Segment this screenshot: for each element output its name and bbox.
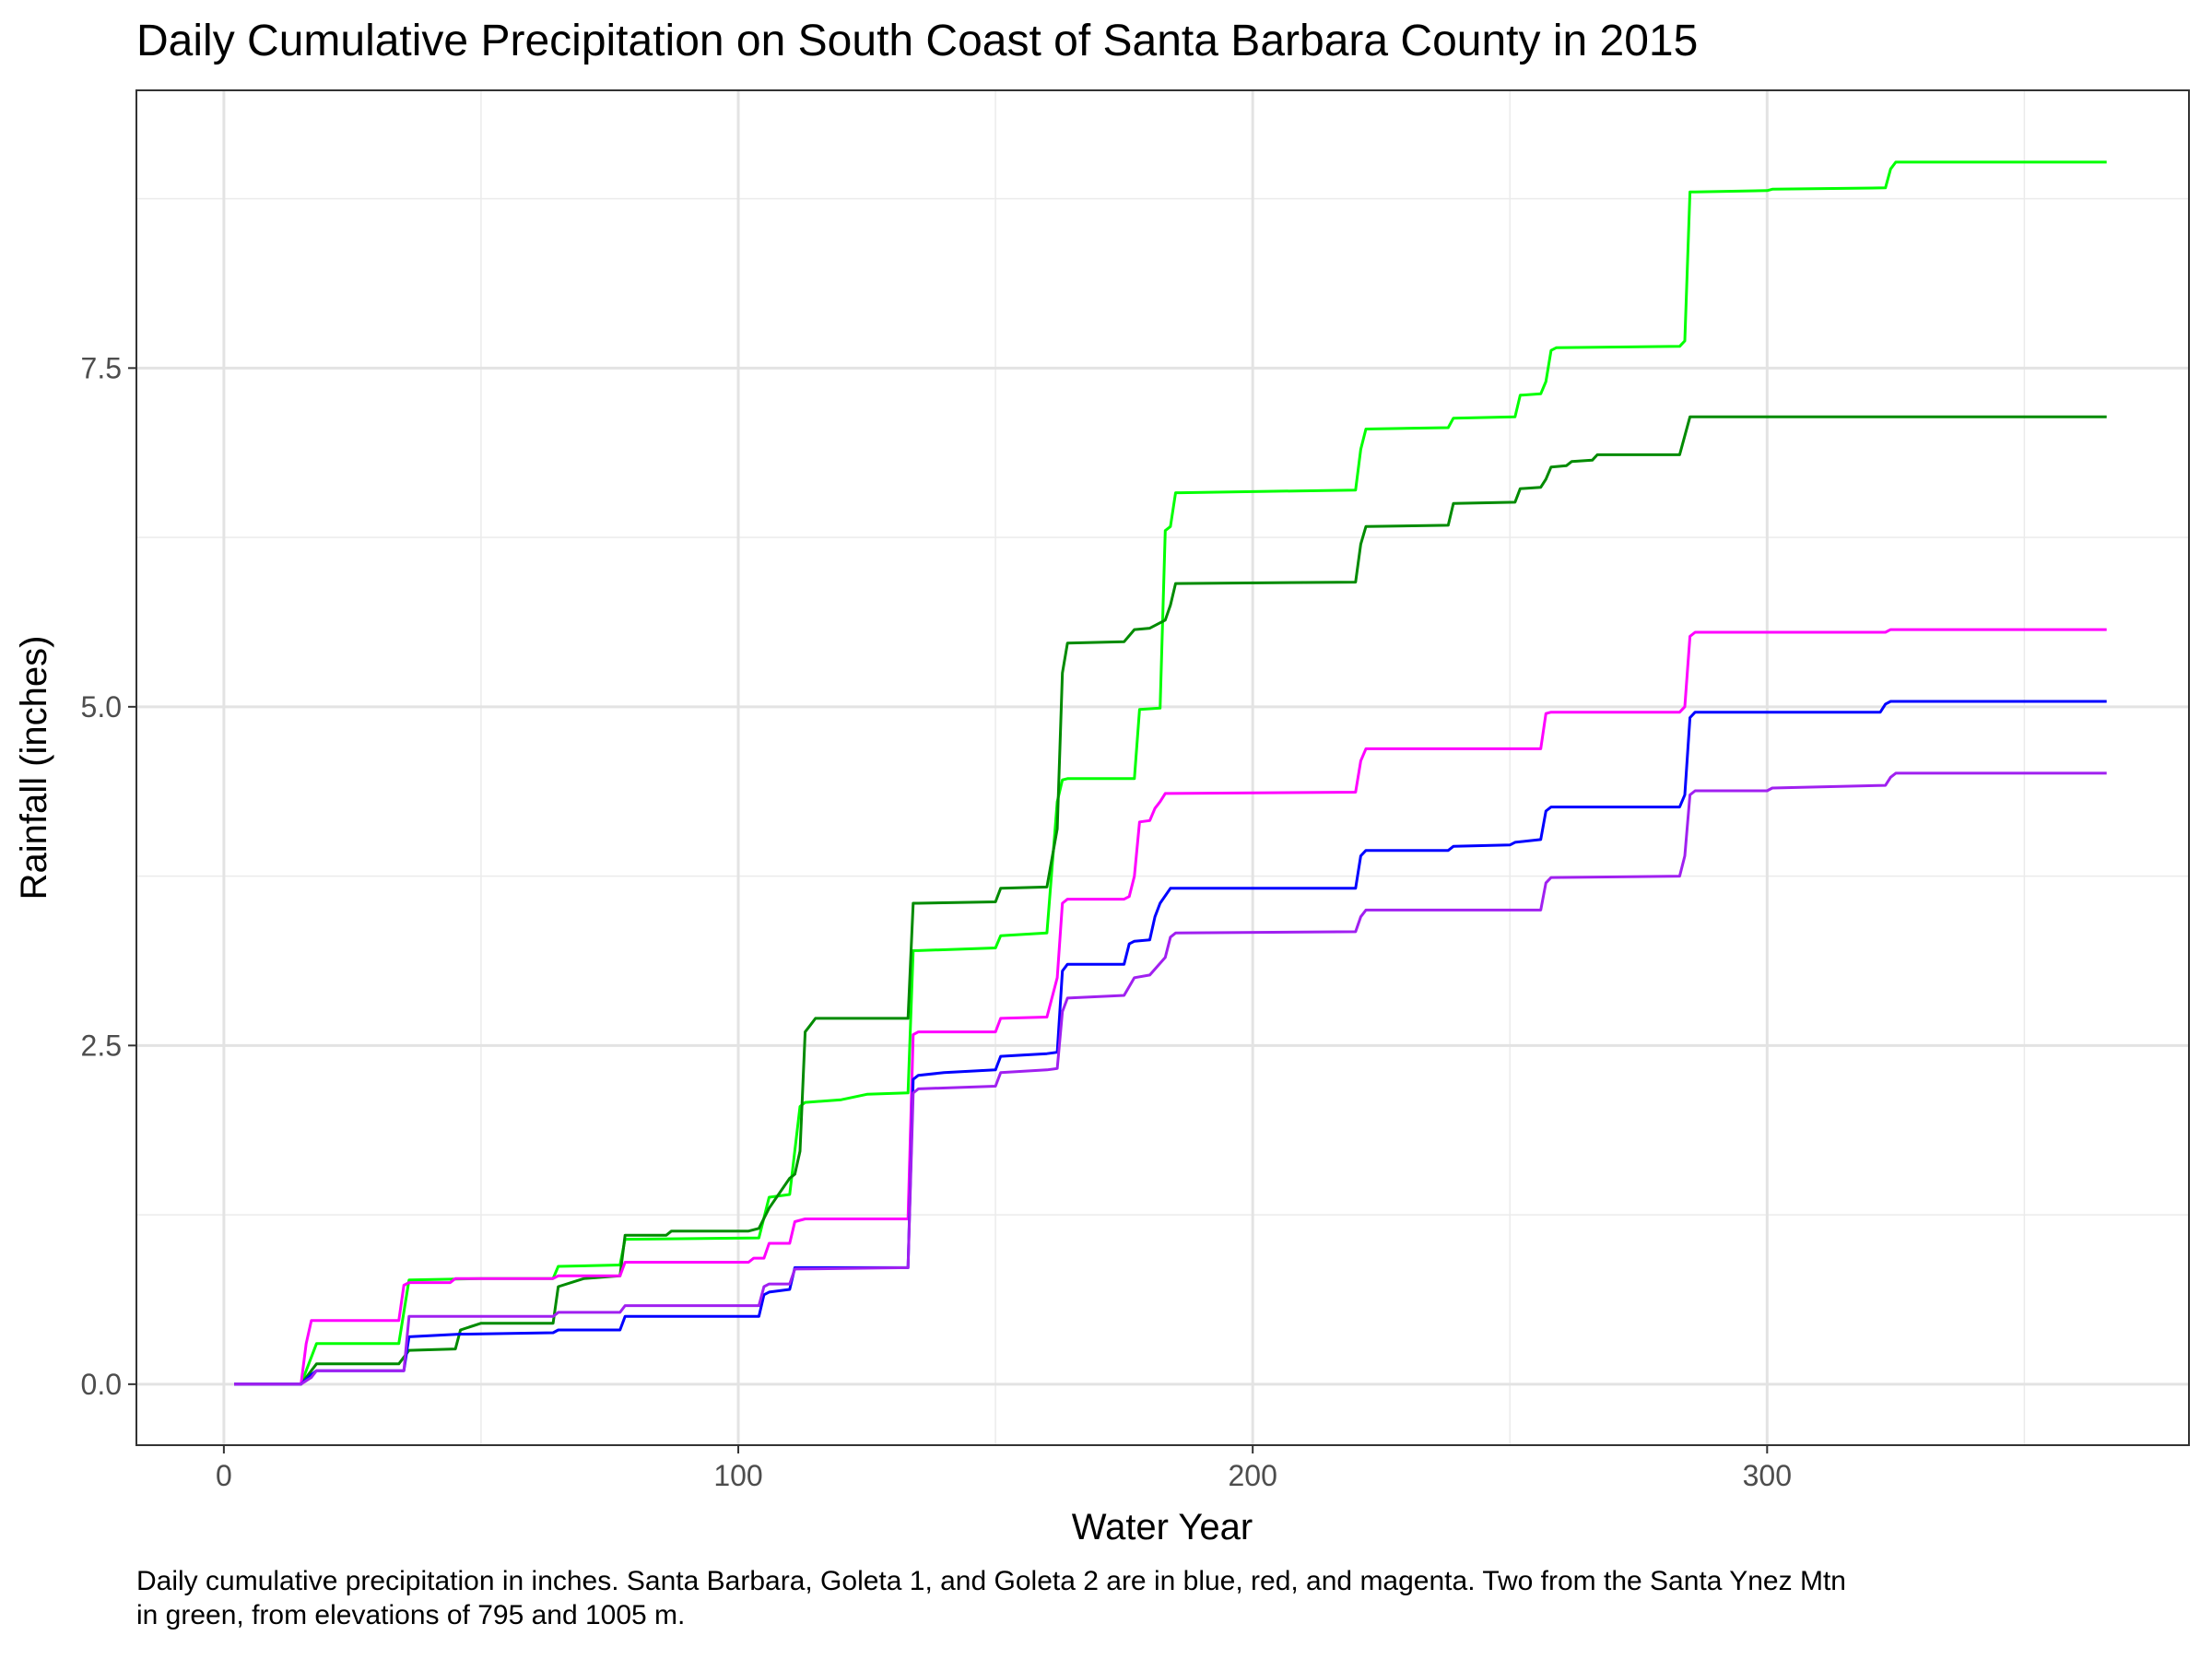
axes: 0 100 200 300 0.0 2.5 5.0 7.5 [81,351,1793,1492]
series-line-5 [234,771,2107,1386]
x-axis-label: Water Year [1072,1507,1253,1547]
x-tick-label: 0 [216,1459,232,1492]
chart-title: Daily Cumulative Precipitation on South … [136,17,1698,65]
y-axis-label: Rainfall (inches) [14,636,54,900]
series-line-2 [234,415,2107,1386]
x-tick-label: 100 [713,1459,762,1492]
x-tick-label: 300 [1743,1459,1792,1492]
chart-caption: Daily cumulative precipitation in inches… [136,1566,1846,1630]
series-line-4 [234,700,2107,1386]
x-tick-label: 200 [1228,1459,1277,1492]
grid [136,90,2189,1445]
y-tick-label: 7.5 [81,351,122,384]
plot-panel-border [135,89,2190,1446]
series-layer [234,160,2107,1386]
series-line-1 [234,160,2107,1386]
series-line-3 [234,628,2107,1386]
y-tick-label: 2.5 [81,1029,122,1062]
y-tick-label: 5.0 [81,690,122,724]
y-tick-label: 0.0 [81,1368,122,1401]
